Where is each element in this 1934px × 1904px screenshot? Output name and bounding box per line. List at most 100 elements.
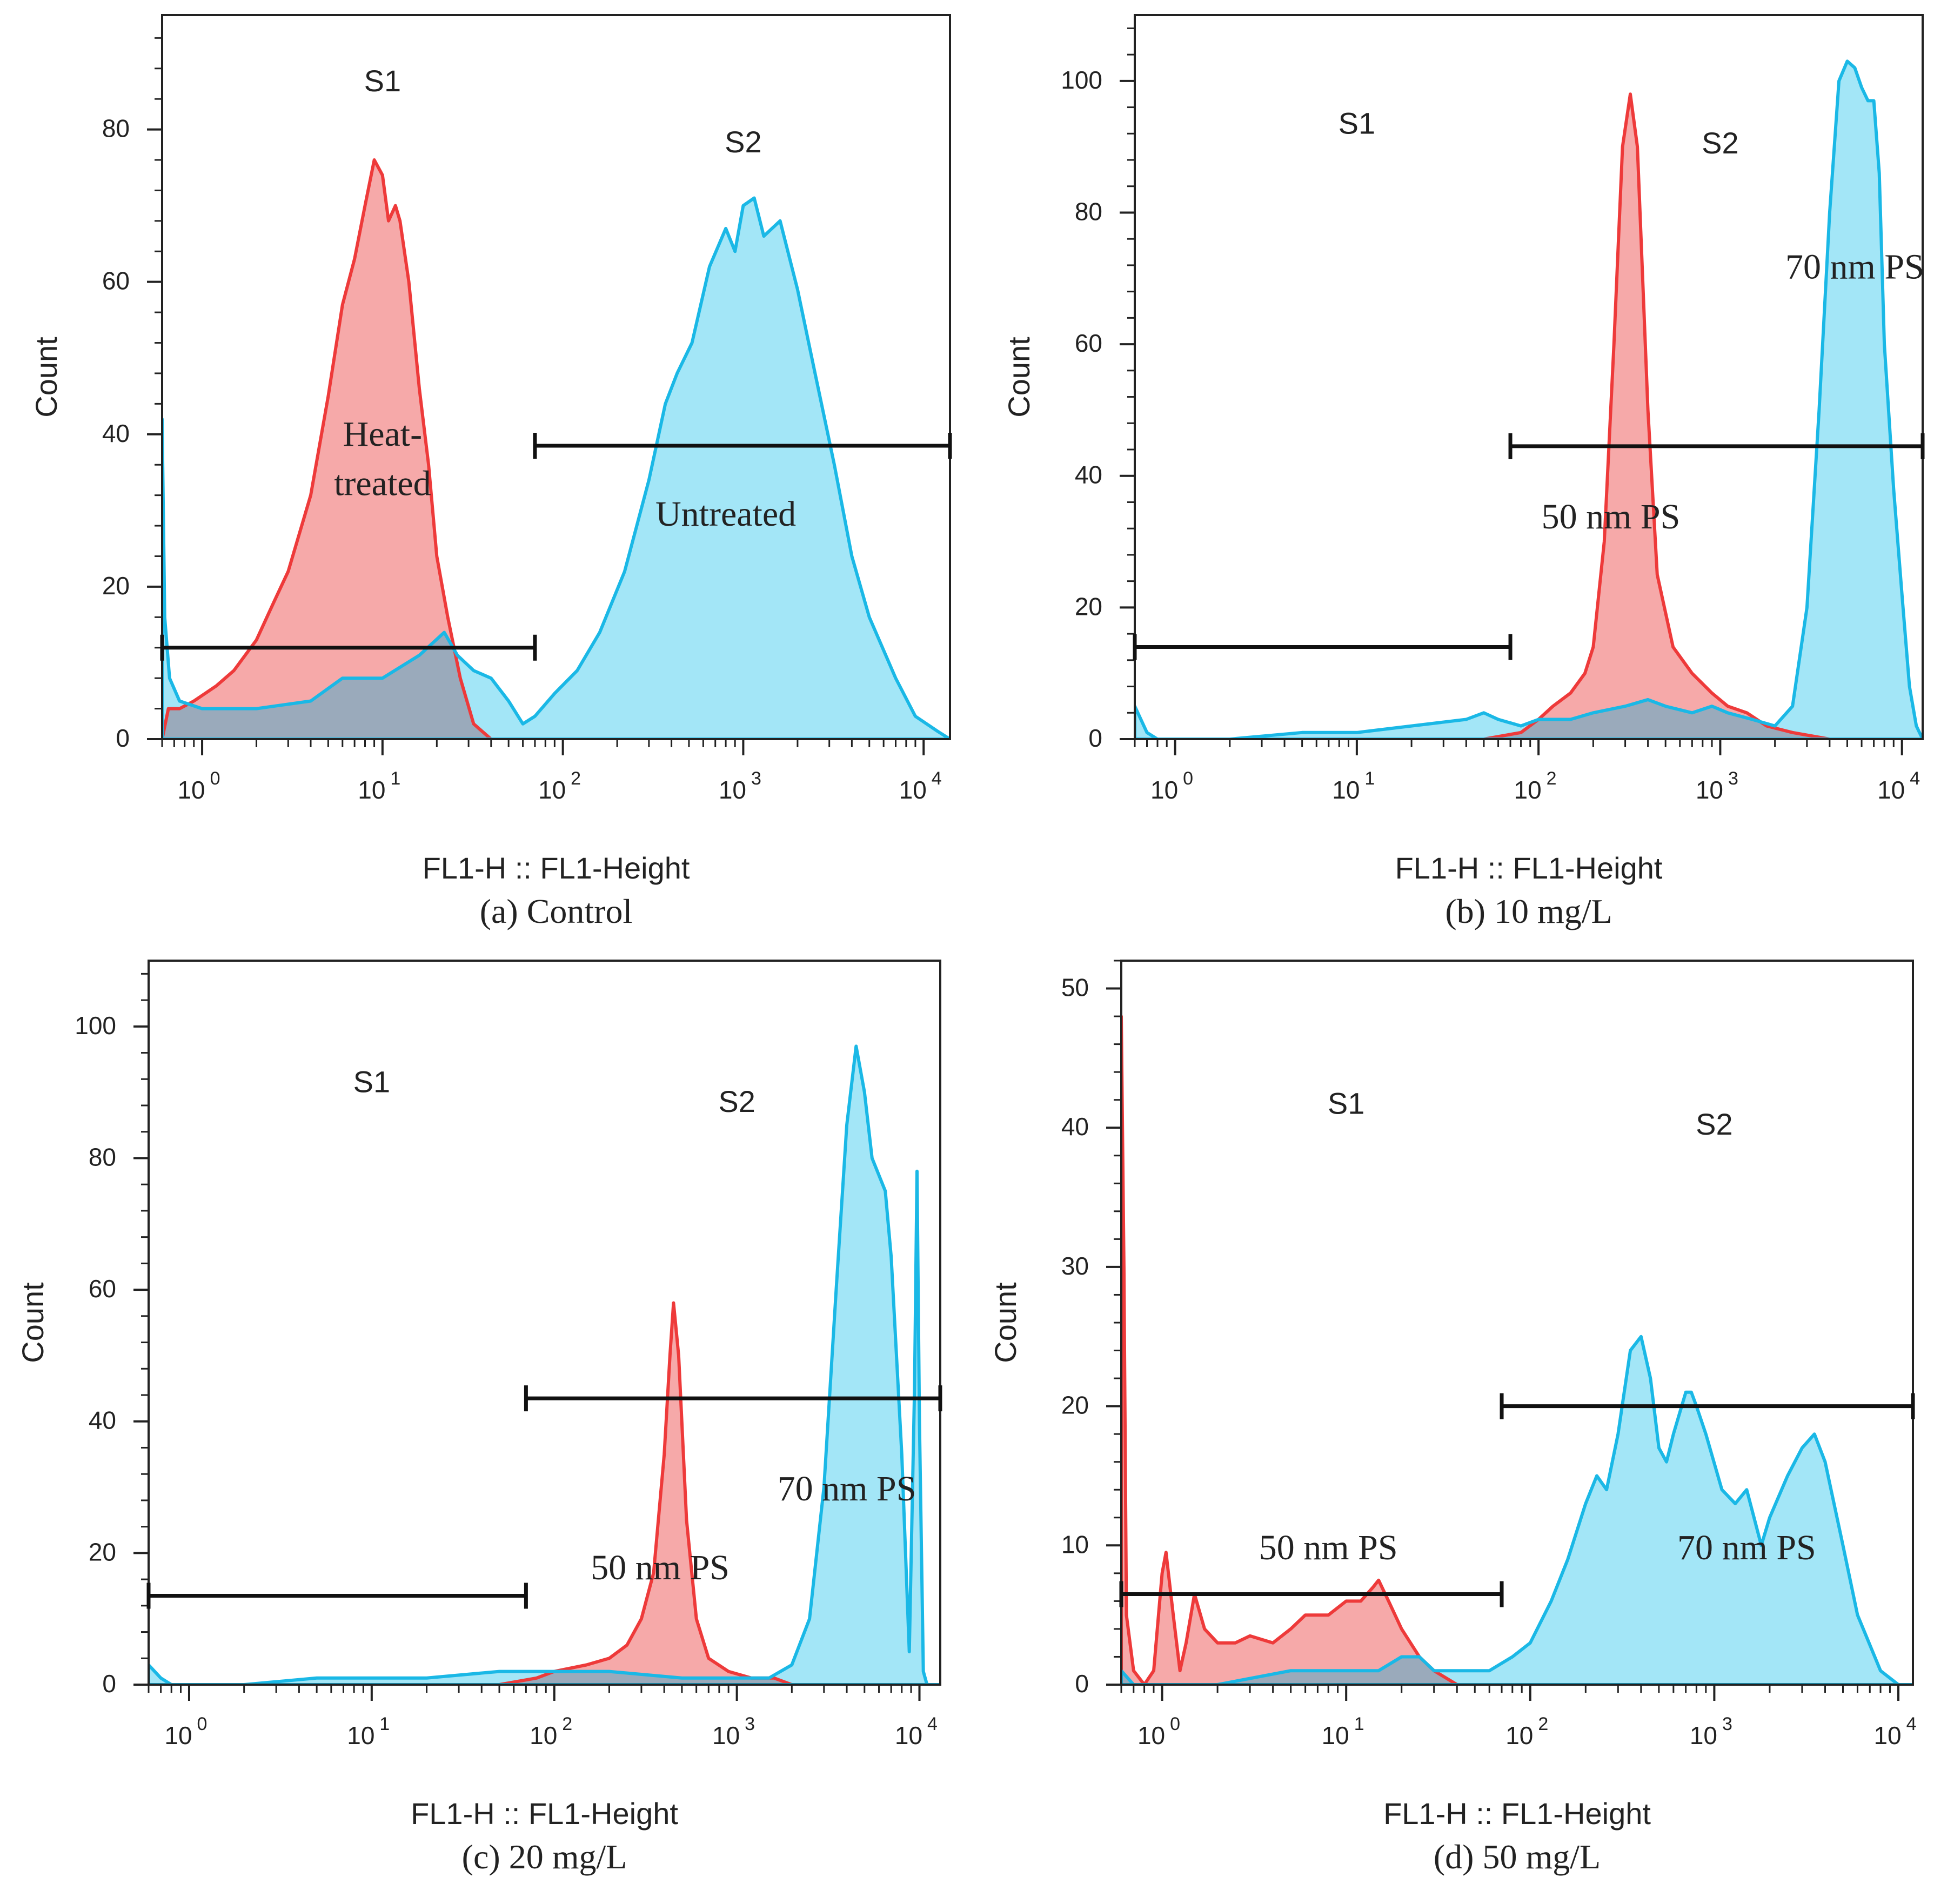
x-axis-title: FL1-H :: FL1-Height [411,1796,678,1831]
y-tick-label: 50 [1061,974,1089,1002]
y-tick-label: 10 [1061,1530,1089,1558]
y-tick-label: 0 [1075,1670,1089,1698]
gate-label-s2: S2 [1696,1107,1733,1141]
series-fill-blue [1135,61,1923,739]
y-tick-label: 80 [102,115,130,143]
x-tick-exponent: 0 [210,768,220,789]
series-line-blue [1121,1335,1913,1685]
plot-frame [161,14,951,740]
x-tick-exponent: 1 [379,1714,390,1734]
x-tick-label: 10 [1322,1721,1349,1749]
x-tick-exponent: 0 [1170,1714,1180,1734]
y-tick-label: 20 [89,1538,116,1566]
y-axis-title: Count [988,1282,1022,1363]
x-tick-label: 10 [538,776,566,804]
y-tick-label: 40 [1061,1112,1089,1141]
y-tick-label: 40 [89,1406,116,1434]
x-tick-exponent: 1 [1354,1714,1364,1734]
series-label-red: 50 nm PS [591,1548,730,1587]
series-label-red: 50 nm PS [1542,497,1681,537]
series-line-red [162,158,950,739]
y-tick-label: 20 [1075,592,1102,620]
x-axis-title: FL1-H :: FL1-Height [423,851,690,885]
x-tick-label: 10 [1137,1721,1165,1749]
x-tick-label: 10 [1150,776,1178,804]
series-line-blue [1135,59,1923,739]
x-tick-label: 10 [895,1721,922,1749]
gate-label-s2: S2 [1702,126,1739,160]
y-tick-label: 60 [1075,329,1102,357]
panel-caption: (d) 50 mg/L [1434,1838,1601,1876]
gate-label-s1: S1 [1339,106,1376,140]
x-tick-label: 10 [164,1721,192,1749]
y-tick-label: 60 [102,267,130,295]
series-line-red [1121,1015,1913,1685]
y-tick-label: 40 [102,419,130,447]
x-tick-exponent: 3 [1728,768,1738,789]
x-tick-exponent: 2 [562,1714,572,1734]
y-tick-label: 30 [1061,1252,1089,1280]
series-fill-blue [162,198,950,739]
y-tick-label: 40 [1075,461,1102,489]
plot-frame [1134,14,1924,740]
gate-label-s1: S1 [1328,1086,1365,1120]
x-tick-label: 10 [1877,776,1905,804]
y-axis-title: Count [29,337,63,418]
x-tick-label: 10 [712,1721,740,1749]
series-label-red: treated [334,464,431,504]
x-tick-exponent: 2 [1547,768,1557,789]
x-tick-label: 10 [347,1721,374,1749]
x-tick-exponent: 4 [932,768,942,789]
x-tick-exponent: 0 [1183,768,1193,789]
x-tick-exponent: 4 [927,1714,938,1734]
y-tick-label: 0 [102,1670,116,1698]
x-tick-label: 10 [1332,776,1360,804]
gate-label-s1: S1 [364,64,401,98]
x-tick-exponent: 3 [751,768,761,789]
series-label-red: 50 nm PS [1259,1528,1398,1567]
series-label-blue: 70 nm PS [1677,1528,1816,1567]
x-tick-label: 10 [1696,776,1723,804]
x-tick-label: 10 [899,776,927,804]
y-tick-label: 0 [1088,724,1102,752]
y-axis-title: Count [1002,337,1036,418]
series-fill-red [162,160,950,739]
x-axis-title: FL1-H :: FL1-Height [1395,851,1663,885]
y-tick-label: 0 [116,724,130,752]
series-fill-blue [1121,1336,1913,1685]
x-tick-label: 10 [358,776,385,804]
x-tick-label: 10 [530,1721,557,1749]
x-tick-exponent: 2 [1538,1714,1548,1734]
panel-caption: (c) 20 mg/L [462,1838,627,1876]
x-tick-label: 10 [1873,1721,1901,1749]
series-line-blue [162,196,950,739]
series-label-blue: 70 nm PS [1785,247,1924,286]
series-label-blue: Untreated [655,494,796,534]
x-tick-exponent: 4 [1910,768,1920,789]
y-tick-label: 80 [1075,197,1102,225]
panel-caption: (b) 10 mg/L [1445,892,1612,930]
plot-frame [148,960,941,1686]
y-tick-label: 100 [75,1011,116,1040]
series-line-blue [149,1044,940,1685]
gate-label-s2: S2 [718,1084,755,1118]
y-axis-title: Count [16,1282,50,1363]
x-tick-exponent: 1 [1364,768,1375,789]
x-tick-exponent: 0 [197,1714,207,1734]
x-tick-exponent: 1 [390,768,400,789]
x-tick-label: 10 [1505,1721,1533,1749]
x-tick-label: 10 [177,776,205,804]
gate-label-s2: S2 [725,125,762,159]
series-fill-blue [149,1046,940,1685]
x-axis-title: FL1-H :: FL1-Height [1383,1796,1651,1831]
y-tick-label: 20 [102,572,130,600]
panel-caption: (a) Control [480,892,633,930]
y-tick-label: 60 [89,1275,116,1303]
y-tick-label: 20 [1061,1391,1089,1419]
series-label-red: Heat- [343,414,423,454]
